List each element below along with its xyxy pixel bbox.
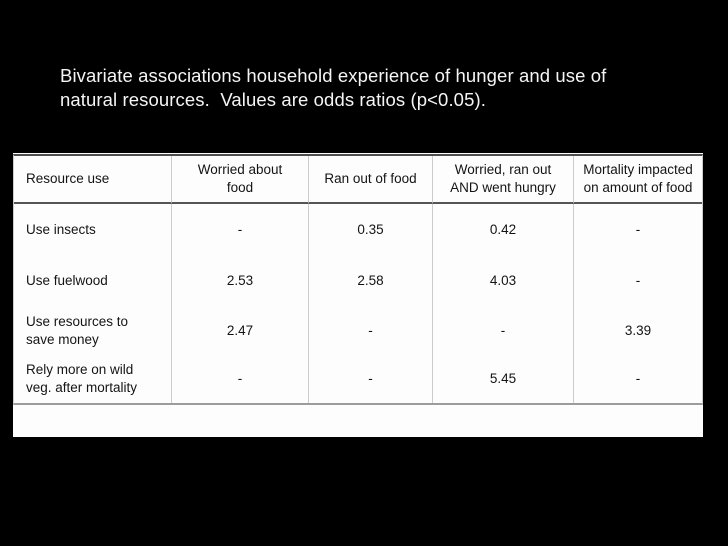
table-panel: Resource use Worried about food Ran out …: [13, 153, 703, 437]
table-cell: -: [309, 355, 433, 403]
table-cell: -: [433, 306, 574, 355]
table-cell: 0.42: [433, 204, 574, 256]
table-cell: -: [172, 355, 309, 403]
table-cell: -: [635, 273, 641, 289]
table-cell: 0.35: [309, 204, 433, 256]
table-cell: -: [309, 306, 433, 355]
table-cell: 3.39: [624, 322, 652, 338]
column-header-worried-ran-out-hungry: Worried, ran out AND went hungry: [433, 156, 574, 204]
table-cell: 2.47: [172, 306, 309, 355]
table-cell: 4.03: [433, 256, 574, 306]
row-label: Use resources to save money: [14, 306, 172, 355]
table-cell: 5.45: [433, 355, 574, 403]
row-label: Rely more on wild veg. after mortality: [14, 355, 172, 403]
table-cell: -: [635, 222, 641, 238]
column-header-worried-about-food: Worried about food: [172, 156, 309, 204]
column-header-resource-use: Resource use: [14, 156, 172, 204]
slide-title: Bivariate associations household experie…: [60, 65, 607, 110]
table-cell: -: [635, 371, 641, 387]
row-label: Use fuelwood: [14, 256, 172, 306]
odds-ratio-table: Resource use Worried about food Ran out …: [13, 154, 703, 405]
row-label: Use insects: [14, 204, 172, 256]
table-cell: 2.53: [172, 256, 309, 306]
column-header-ran-out-of-food: Ran out of food: [309, 156, 433, 204]
table-cell: 2.58: [309, 256, 433, 306]
column-header-mortality-impacted: Mortality impacted on amount of food: [574, 156, 702, 204]
table-cell: -: [172, 204, 309, 256]
